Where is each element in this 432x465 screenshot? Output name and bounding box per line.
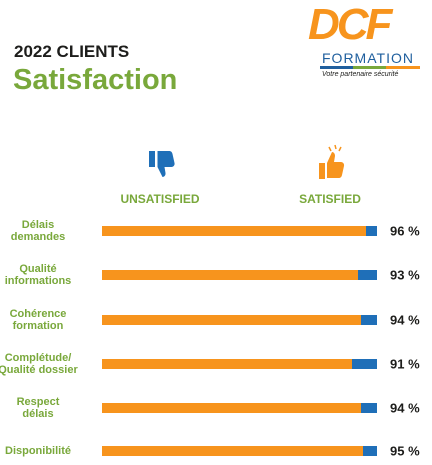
legend-label: UNSATISFIED	[120, 192, 200, 206]
logo-tagline: Votre partenaire sécurité	[322, 71, 399, 78]
value-label: 93 %	[390, 267, 420, 283]
legend-label: SATISFIED	[299, 192, 361, 206]
logo-rule	[320, 66, 420, 69]
value-label: 94 %	[390, 312, 420, 328]
category-label: Cohérence formation	[9, 308, 67, 332]
value-label: 94 %	[390, 400, 420, 416]
thumbs-up-icon	[319, 144, 345, 179]
bar-segment	[352, 359, 377, 369]
category-label: Délais demandes	[10, 219, 66, 243]
value-label: 95 %	[390, 443, 420, 459]
bar-segment	[366, 226, 377, 236]
bar-segment	[102, 270, 358, 280]
subtitle: Satisfaction	[13, 64, 178, 96]
bar-segment	[363, 446, 377, 456]
bar-segment	[102, 359, 353, 369]
thumbs-down-icon	[149, 151, 175, 177]
bar-segment	[360, 403, 377, 413]
category-label: Disponibilité	[5, 445, 71, 457]
bar-segment	[102, 226, 366, 236]
category-label: Complétude/ Qualité dossier	[0, 352, 78, 376]
category-label: Respect délais	[16, 396, 60, 420]
bar-segment	[357, 270, 377, 280]
bar-segment	[102, 315, 361, 325]
logo-sub: FORMATION	[322, 50, 414, 66]
bar-segment	[360, 315, 377, 325]
value-label: 96 %	[390, 223, 420, 239]
title: 2022 CLIENTS	[14, 42, 130, 61]
logo: DCF	[308, 0, 392, 49]
bar-segment	[102, 446, 364, 456]
category-label: Qualité informations	[4, 263, 72, 287]
bar-segment	[102, 403, 361, 413]
value-label: 91 %	[390, 356, 420, 372]
